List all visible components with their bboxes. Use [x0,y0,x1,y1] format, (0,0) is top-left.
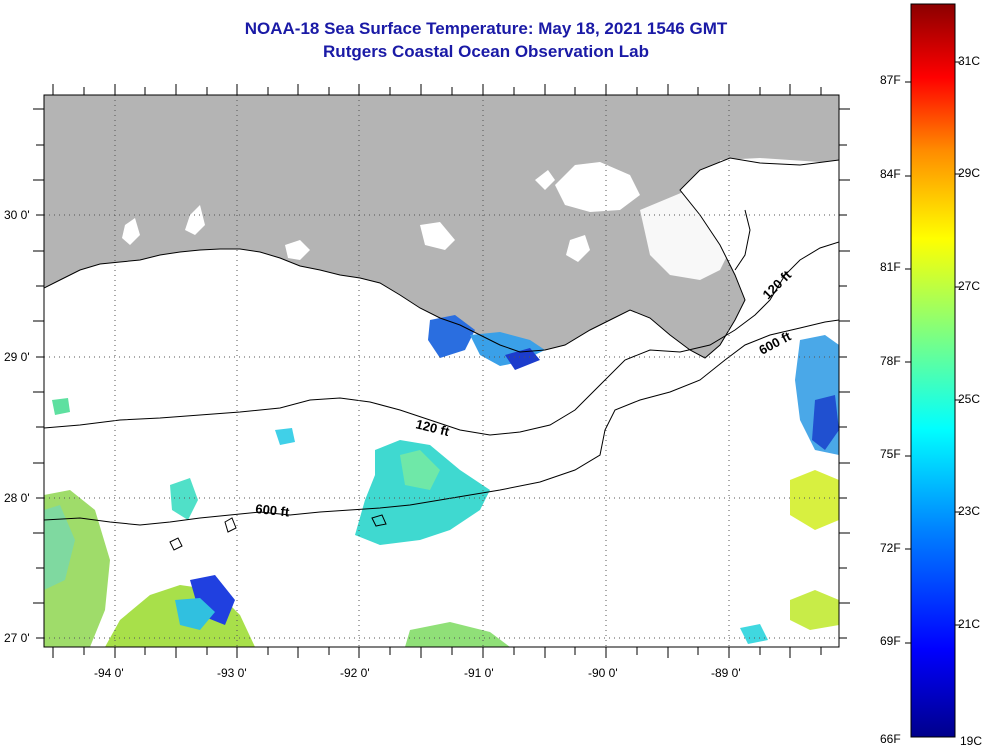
colorbar-c-label: 23C [958,504,981,518]
colorbar-c-label: 27C [958,279,981,293]
lat-label: 29 0' [4,350,30,364]
sst-patch [355,440,490,545]
contour-120ft [44,241,839,436]
lake [285,240,310,260]
contour-600ft [44,319,839,526]
sst-patch [44,505,75,590]
marsh-area [640,185,735,280]
lon-label: -94 0' [94,666,124,680]
contour-600ft-ring [169,537,183,551]
lat-label: 30 0' [4,208,30,222]
lat-label: 27 0' [4,631,30,645]
lon-label: -90 0' [588,666,618,680]
colorbar-f-label: 69F [880,634,901,648]
lake [185,205,205,235]
sst-patch [405,622,510,647]
sst-patch [790,470,839,530]
sst-patch [175,598,215,630]
grid [44,95,839,647]
lat-label: 28 0' [4,491,30,505]
colorbar-f-label: 84F [880,167,901,181]
colorbar-c-label: 31C [958,54,981,68]
lake [535,170,555,190]
colorbar [910,3,956,738]
lon-label: -92 0' [340,666,370,680]
lake [555,162,640,212]
contour-600ft-ring [371,514,387,527]
colorbar-f-label: 66F [880,732,901,746]
sst-patch [812,395,839,450]
sst-patch [400,450,440,490]
colorbar-f-label: 75F [880,447,901,461]
sst-patch [790,590,839,630]
colorbar-c-label: 29C [958,166,981,180]
sst-patch [170,478,198,520]
colorbar-c-label: 19C [960,734,983,748]
sst-patch [52,398,70,415]
colorbar-ticks [905,61,961,644]
lon-label: -91 0' [464,666,494,680]
contour-label-600-west: 600 ft [255,501,291,520]
contour-120ft-inner [734,209,751,271]
colorbar-f-label: 87F [880,73,901,87]
sst-patch [505,348,540,370]
map-subtitle: Rutgers Coastal Ocean Observation Lab [323,42,649,61]
map-title: NOAA-18 Sea Surface Temperature: May 18,… [244,19,728,38]
sst-patch [740,624,768,644]
colorbar-f-label: 72F [880,541,901,555]
coastline [44,157,839,359]
lon-label: -89 0' [711,666,741,680]
map-border [43,94,840,648]
sst-patch [275,428,295,445]
lake [420,222,455,250]
lake [720,158,839,190]
colorbar-f-label: 78F [880,354,901,368]
colorbar-f-label: 81F [880,260,901,274]
sst-patch [428,315,475,358]
contour-600ft-ring [224,517,237,533]
colorbar-c-label: 21C [958,617,981,631]
colorbar-c-label: 25C [958,392,981,406]
lake [566,235,590,262]
lon-label: -93 0' [217,666,247,680]
lake [122,218,140,245]
tick-marks [33,84,850,658]
